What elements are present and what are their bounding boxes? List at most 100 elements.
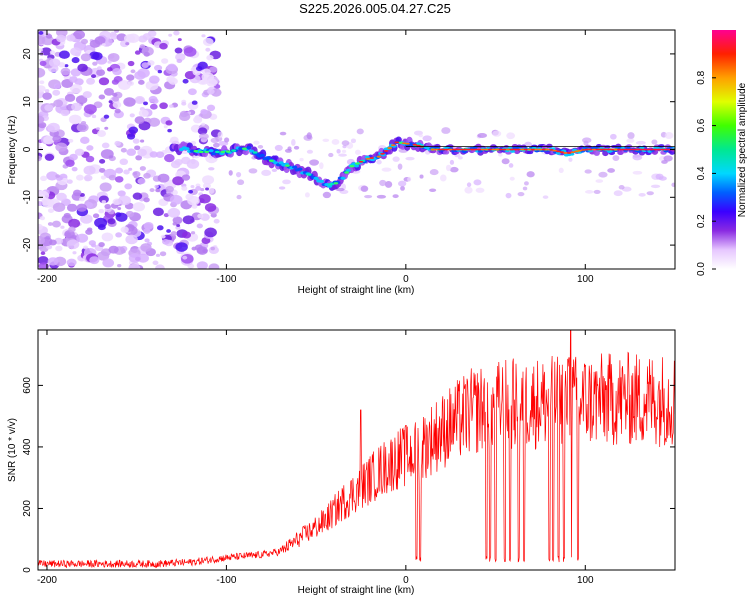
spectrogram-marks: [38, 30, 675, 269]
colorbar-ticks: 0.0 0.2 0.4 0.6 0.8: [696, 70, 716, 276]
ridge-core: [577, 149, 583, 152]
faint-blob: [299, 157, 304, 162]
noise-blob: [209, 66, 218, 73]
faint-blob: [400, 185, 405, 191]
noise-blob: [126, 148, 137, 156]
noise-blob: [103, 114, 110, 119]
noise-blob: [52, 135, 62, 143]
noise-blob: [38, 67, 46, 78]
faint-blob: [582, 137, 592, 144]
noise-blob: [150, 103, 158, 110]
faint-blob: [398, 180, 407, 187]
faint-blob: [449, 166, 459, 173]
faint-blob: [671, 182, 675, 187]
noise-blob: [120, 147, 127, 153]
noise-blob: [117, 263, 122, 268]
noise-blob: [48, 58, 61, 68]
ridge-green: [241, 147, 247, 150]
noise-blob: [206, 104, 216, 112]
snr-xtick-label: -100: [216, 575, 236, 586]
noise-blob: [120, 226, 129, 233]
noise-blob: [187, 195, 200, 206]
noise-blob: [83, 165, 96, 176]
noise-blob: [65, 159, 75, 167]
faint-blob: [466, 182, 472, 188]
spectrogram-xtick-label: 100: [577, 274, 594, 285]
noise-blob: [38, 48, 43, 52]
noise-blob: [181, 101, 187, 106]
ridge-core: [358, 160, 364, 163]
ridge-band: [259, 153, 265, 157]
colorbar: 0.0 0.2 0.4 0.6 0.8 Normalized spectral ampl…: [696, 30, 748, 276]
spectrogram-xlabel: Height of straight line (km): [298, 285, 415, 296]
noise-blob: [169, 104, 174, 108]
noise-blob: [39, 60, 47, 67]
faint-blob: [208, 167, 215, 171]
snr-plot-area: [38, 330, 675, 570]
faint-blob: [509, 176, 515, 181]
noise-blob: [173, 30, 180, 36]
noise-blob: [204, 203, 217, 212]
noise-blob: [118, 195, 131, 206]
noise-blob: [91, 74, 97, 79]
ridge-core: [491, 148, 497, 151]
faint-blob: [618, 185, 625, 190]
noise-blob: [94, 217, 108, 228]
faint-blob: [663, 155, 673, 162]
faint-blob: [282, 179, 291, 185]
ridge-green: [306, 173, 312, 176]
faint-blob: [397, 163, 403, 170]
faint-blob: [522, 186, 528, 191]
ridge-core: [473, 148, 479, 151]
noise-blob: [52, 89, 61, 96]
ridge-core: [638, 148, 644, 151]
faint-blob: [271, 168, 278, 172]
ridge-core: [652, 148, 658, 151]
noise-blob: [126, 74, 135, 81]
ridge-core: [477, 148, 482, 151]
faint-blob: [392, 156, 400, 162]
snr-ylabel: SNR (10 * v/v): [7, 418, 18, 482]
faint-blob: [498, 152, 503, 157]
faint-blob: [651, 139, 658, 145]
faint-blob: [526, 171, 535, 178]
ridge-green: [193, 149, 199, 153]
ridge-core: [613, 148, 619, 151]
faint-blob: [253, 140, 260, 145]
snr-xtick-label: 100: [577, 575, 594, 586]
faint-blob: [376, 194, 387, 199]
faint-blob: [331, 139, 340, 145]
noise-blob: [98, 94, 106, 100]
noise-blob: [53, 99, 64, 108]
faint-blob: [319, 162, 324, 170]
noise-blob: [96, 127, 100, 131]
noise-blob: [44, 104, 54, 112]
ridge-green: [198, 150, 204, 154]
noise-blob: [38, 85, 46, 93]
faint-blob: [392, 194, 399, 199]
ridge-core: [620, 148, 626, 151]
noise-blob: [120, 40, 129, 48]
faint-blob: [632, 154, 643, 161]
noise-blob: [85, 202, 94, 209]
noise-blob: [71, 57, 80, 64]
noise-blob: [107, 218, 116, 225]
ridge-core: [656, 148, 662, 151]
noise-blob: [108, 155, 113, 159]
ridge-core: [466, 148, 471, 151]
noise-blob: [55, 174, 60, 178]
faint-blob: [610, 133, 617, 140]
noise-blob: [114, 30, 120, 33]
faint-blob: [224, 137, 230, 143]
noise-blob: [172, 176, 184, 186]
noise-blob: [152, 207, 164, 217]
faint-blob: [612, 155, 620, 162]
noise-blob: [96, 66, 102, 71]
faint-blob: [291, 139, 296, 146]
noise-blob: [169, 194, 183, 205]
noise-blob: [144, 238, 150, 243]
noise-blob: [154, 184, 159, 189]
snr-ytick-label: 400: [22, 438, 33, 455]
faint-blob: [517, 192, 525, 197]
faint-blob: [449, 159, 455, 165]
